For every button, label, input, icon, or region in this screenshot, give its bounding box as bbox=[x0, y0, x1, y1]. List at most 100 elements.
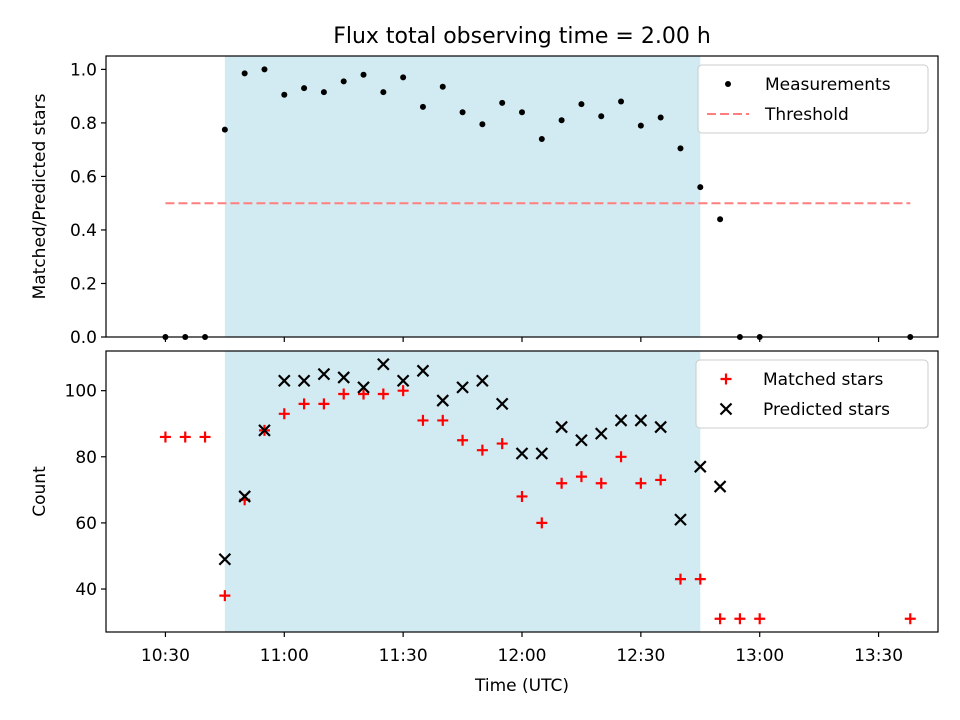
measurement-point bbox=[380, 89, 387, 96]
measurement-point bbox=[439, 83, 446, 90]
measurement-point bbox=[558, 117, 565, 124]
measurement-point bbox=[717, 216, 724, 223]
matched-star-point bbox=[714, 613, 726, 625]
matched-star-point bbox=[358, 388, 370, 400]
bottom-panel: 40 60 80 100 10:30 11:00 11:30 12:00 12:30 13:00 1… bbox=[30, 350, 939, 696]
matched-star-point bbox=[615, 451, 627, 463]
matched-star-point bbox=[417, 414, 429, 426]
matched-star-point bbox=[635, 477, 647, 489]
matched-star-point bbox=[338, 388, 350, 400]
measurement-point bbox=[598, 113, 605, 120]
predicted-star-point bbox=[476, 374, 489, 388]
measurement-point bbox=[221, 126, 228, 133]
predicted-star-point bbox=[297, 374, 311, 388]
predicted-star-point bbox=[258, 424, 271, 437]
predicted-star-point bbox=[594, 427, 608, 440]
x-tick-label: 10:30 bbox=[141, 646, 190, 666]
measurement-point bbox=[400, 74, 407, 81]
measurement-point bbox=[261, 66, 268, 73]
measurement-point bbox=[281, 91, 288, 98]
legend-box bbox=[695, 359, 929, 429]
legend-label: Measurements bbox=[765, 75, 891, 95]
observing-window bbox=[224, 56, 701, 337]
matched-star-point bbox=[575, 471, 587, 483]
y-tick-label: 80 bbox=[75, 448, 97, 468]
predicted-star-point bbox=[515, 447, 529, 460]
predicted-star-point bbox=[377, 357, 390, 371]
x-tick-label: 11:00 bbox=[260, 646, 309, 666]
y-tick-label: 100 bbox=[65, 382, 97, 402]
matched-star-point bbox=[318, 398, 330, 410]
predicted-star-point bbox=[396, 374, 410, 388]
measurement-point bbox=[419, 103, 426, 110]
legend-label: Predicted stars bbox=[763, 400, 890, 420]
x-tick-label: 11:30 bbox=[379, 646, 428, 666]
measurement-point bbox=[241, 70, 248, 77]
matched-star-point bbox=[496, 438, 508, 450]
matched-star-point bbox=[904, 613, 916, 625]
matched-star-point bbox=[694, 573, 706, 585]
matched-star-point bbox=[278, 408, 290, 420]
predicted-star-point bbox=[238, 490, 251, 503]
y-tick-label: 60 bbox=[75, 514, 97, 534]
measurement-point bbox=[657, 114, 664, 121]
measurement-point bbox=[637, 122, 644, 129]
matched-star-point bbox=[377, 388, 389, 400]
measurement-point bbox=[519, 109, 525, 116]
predicted-star-point bbox=[654, 420, 667, 434]
observing-window bbox=[224, 351, 701, 632]
measurement-point bbox=[677, 145, 684, 152]
matched-star-point bbox=[437, 414, 449, 426]
matched-star-point bbox=[595, 477, 607, 489]
measurement-point bbox=[479, 121, 486, 128]
matched-star-point bbox=[298, 398, 310, 410]
matched-star-point bbox=[655, 474, 667, 486]
predicted-star-point bbox=[278, 374, 291, 388]
predicted-star-point bbox=[436, 394, 450, 407]
predicted-star-point bbox=[694, 460, 707, 473]
measurement-point bbox=[578, 101, 585, 108]
chart-title: Flux total observing time = 2.00 h bbox=[333, 24, 711, 49]
y-tick-label: 0.4 bbox=[70, 221, 97, 241]
predicted-star-point bbox=[674, 513, 687, 526]
predicted-star-point bbox=[218, 552, 232, 566]
legend-predicted-marker bbox=[719, 402, 733, 416]
x-tick-label: 13:00 bbox=[735, 646, 784, 666]
measurement-point bbox=[320, 89, 327, 96]
x-axis-label: Time (UTC) bbox=[474, 676, 569, 696]
matched-star-point bbox=[199, 431, 211, 443]
legend-matched-marker bbox=[720, 373, 732, 385]
y-tick-label: 0.8 bbox=[70, 114, 97, 134]
predicted-star-point bbox=[456, 381, 469, 394]
matched-star-point bbox=[457, 434, 469, 446]
measurement-point bbox=[538, 135, 545, 142]
measurement-point bbox=[459, 109, 466, 116]
predicted-star-point bbox=[713, 480, 727, 493]
y-axis-label: Count bbox=[30, 466, 50, 517]
predicted-star-point bbox=[317, 367, 331, 381]
legend-box bbox=[697, 64, 929, 134]
measurement-point bbox=[301, 85, 308, 92]
matched-star-point bbox=[219, 590, 231, 602]
measurement-point bbox=[499, 99, 506, 106]
predicted-star-point bbox=[416, 364, 430, 378]
y-tick-label: 0.2 bbox=[70, 274, 97, 294]
predicted-star-point bbox=[555, 420, 568, 434]
x-tick-label: 12:30 bbox=[616, 646, 665, 666]
legend-label: Threshold bbox=[764, 105, 849, 125]
predicted-star-point bbox=[614, 414, 628, 427]
predicted-star-point bbox=[535, 447, 549, 460]
measurement-point bbox=[340, 78, 347, 85]
y-tick-label: 1.0 bbox=[70, 60, 97, 80]
predicted-star-point bbox=[495, 397, 509, 411]
matched-star-point bbox=[476, 444, 488, 456]
y-tick-label: 40 bbox=[75, 580, 97, 600]
y-axis-label: Matched/Predicted stars bbox=[30, 93, 50, 299]
matched-star-point bbox=[734, 613, 746, 625]
matched-star-point bbox=[556, 477, 568, 489]
legend-label: Matched stars bbox=[763, 370, 883, 390]
predicted-star-point bbox=[575, 433, 588, 447]
matched-star-point bbox=[516, 490, 528, 502]
matched-star-point bbox=[397, 385, 409, 397]
